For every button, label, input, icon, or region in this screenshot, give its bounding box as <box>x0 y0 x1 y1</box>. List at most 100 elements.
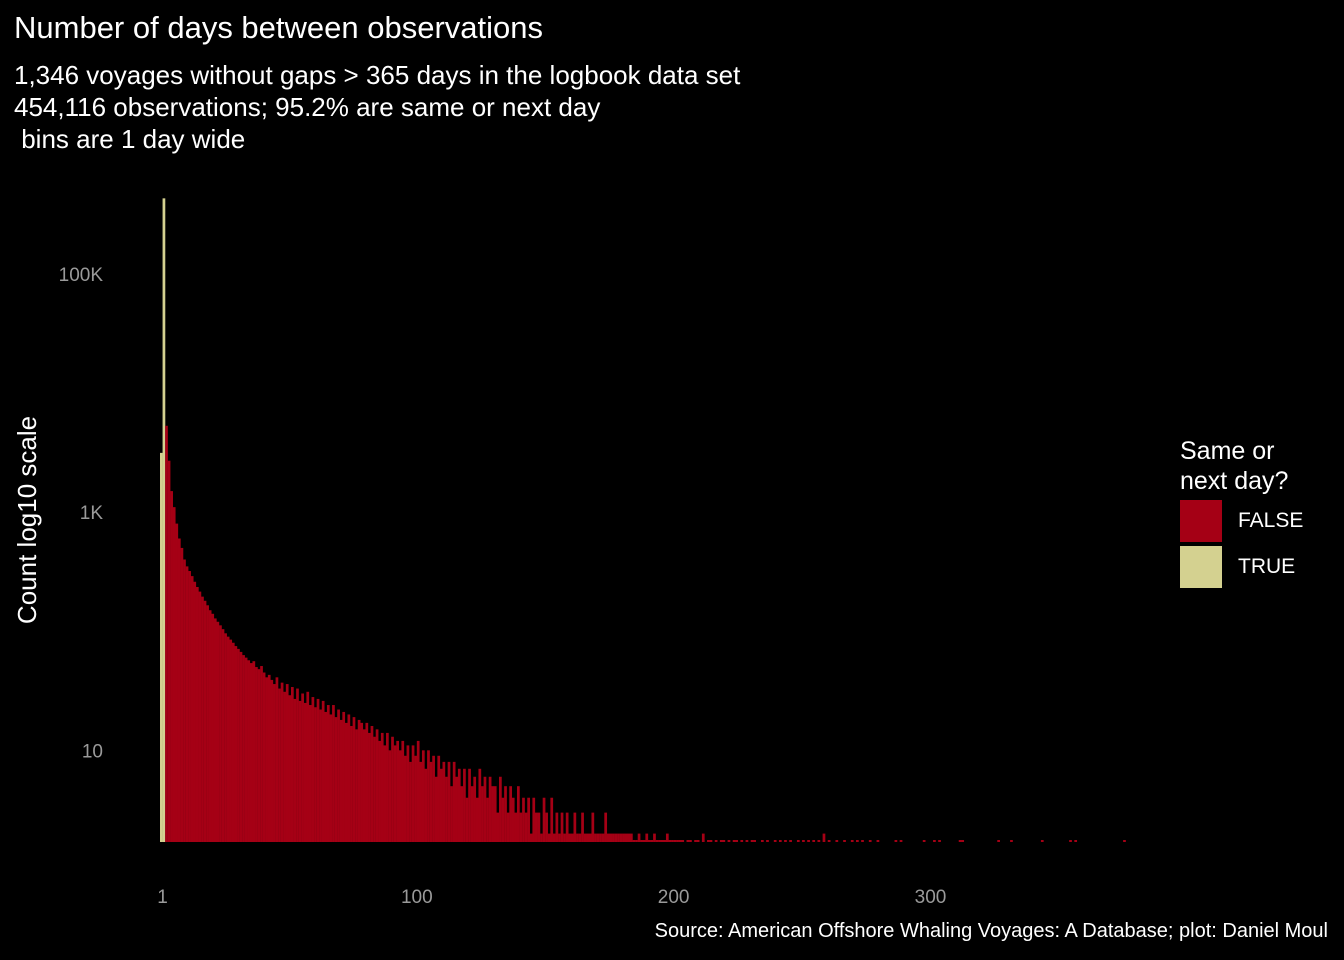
bar-false-71 <box>342 711 346 842</box>
bar-false-263 <box>835 840 839 842</box>
legend-item-true: TRUE <box>1180 546 1340 588</box>
bar-false-164 <box>581 812 584 842</box>
bar-false-195 <box>660 840 664 842</box>
bar-false-130 <box>493 786 497 842</box>
bar-false-139 <box>516 786 520 842</box>
bar-false-236 <box>766 840 769 842</box>
bar-false-230 <box>750 840 754 842</box>
bar-false-273 <box>861 840 864 842</box>
bar-false-239 <box>773 840 777 842</box>
bar-false-312 <box>961 840 965 842</box>
legend-label-false: FALSE <box>1238 509 1304 532</box>
bar-false-356 <box>1074 840 1078 842</box>
bar-false-226 <box>740 840 744 842</box>
bar-false-180 <box>622 833 626 842</box>
bar-false-68 <box>334 717 338 842</box>
bar-false-224 <box>735 840 739 842</box>
bar-false-87 <box>383 745 387 842</box>
series-false-bars <box>165 425 1126 842</box>
legend-title-line-1: Same or <box>1180 437 1275 465</box>
x-tick-label: 100 <box>401 887 433 908</box>
bar-false-77 <box>357 719 361 842</box>
bar-false-114 <box>452 761 456 842</box>
bar-false-136 <box>509 786 513 842</box>
bar-false-145 <box>532 797 536 842</box>
bar-false-42 <box>267 674 271 842</box>
bar-false-286 <box>894 840 898 842</box>
bar-false-28 <box>231 642 235 842</box>
bar-false-144 <box>529 833 533 842</box>
bar-false-9 <box>183 559 186 842</box>
bar-false-221 <box>727 840 731 842</box>
bar-false-191 <box>650 840 654 842</box>
legend-key-true <box>1180 546 1222 588</box>
bar-false-137 <box>511 797 515 842</box>
bar-false-90 <box>391 736 394 842</box>
bar-false-115 <box>455 776 459 842</box>
bar-false-193 <box>655 840 659 842</box>
bar-false-112 <box>447 761 451 842</box>
bar-false-104 <box>427 750 430 842</box>
bar-false-301 <box>933 840 936 842</box>
bar-false-97 <box>409 761 412 842</box>
bar-false-14 <box>195 586 199 842</box>
bar-false-33 <box>244 657 248 842</box>
bar-false-29 <box>234 646 238 842</box>
bar-false-129 <box>491 786 495 842</box>
bar-false-202 <box>678 840 682 842</box>
bar-false-18 <box>206 605 209 842</box>
bar-false-116 <box>457 768 461 842</box>
bar-false-196 <box>663 840 667 842</box>
bar-false-16 <box>201 596 204 842</box>
bar-false-73 <box>347 714 351 842</box>
bar-false-117 <box>460 786 464 842</box>
bar-false-69 <box>337 709 340 842</box>
bar-false-48 <box>283 691 286 842</box>
bar-false-60 <box>314 707 317 842</box>
bar-false-36 <box>252 661 256 842</box>
bar-false-181 <box>624 833 628 842</box>
bar-false-182 <box>627 833 631 842</box>
bar-false-103 <box>424 768 428 842</box>
bar-false-10 <box>185 566 189 842</box>
bar-false-6 <box>175 523 179 842</box>
bar-false-133 <box>501 797 505 842</box>
bar-false-150 <box>545 812 548 842</box>
bar-false-343 <box>1040 840 1044 842</box>
bar-false-132 <box>499 776 502 842</box>
bar-false-288 <box>899 840 903 842</box>
bar-false-331 <box>1010 840 1013 842</box>
bar-false-143 <box>527 797 530 842</box>
bar-false-162 <box>576 833 579 842</box>
bar-false-82 <box>370 726 374 842</box>
bar-false-50 <box>288 695 292 842</box>
bar-false-245 <box>789 840 792 842</box>
bar-false-165 <box>583 833 587 842</box>
y-axis-title: Count log10 scale <box>12 416 42 624</box>
bar-false-205 <box>686 840 690 842</box>
bar-false-168 <box>591 812 595 842</box>
bar-false-311 <box>958 840 962 842</box>
bar-false-174 <box>606 833 610 842</box>
bar-false-159 <box>568 833 572 842</box>
bar-false-107 <box>434 776 438 842</box>
bar-false-51 <box>290 687 294 842</box>
bar-false-26 <box>226 636 230 842</box>
bar-true-0 <box>160 452 163 842</box>
bar-false-208 <box>694 840 697 842</box>
bar-false-189 <box>645 833 649 842</box>
chart-subtitle: 1,346 voyages without gaps > 365 days in… <box>14 60 741 154</box>
bar-false-91 <box>393 745 397 842</box>
bar-false-266 <box>843 840 846 842</box>
bar-false-176 <box>612 833 615 842</box>
bar-false-134 <box>504 786 507 842</box>
bar-false-74 <box>350 726 353 842</box>
bar-false-203 <box>681 840 685 842</box>
bar-false-5 <box>172 507 176 842</box>
bar-false-183 <box>630 833 633 842</box>
bar-false-39 <box>260 666 263 842</box>
bar-false-11 <box>188 571 191 842</box>
bar-false-188 <box>642 840 646 842</box>
bar-false-38 <box>257 669 261 842</box>
